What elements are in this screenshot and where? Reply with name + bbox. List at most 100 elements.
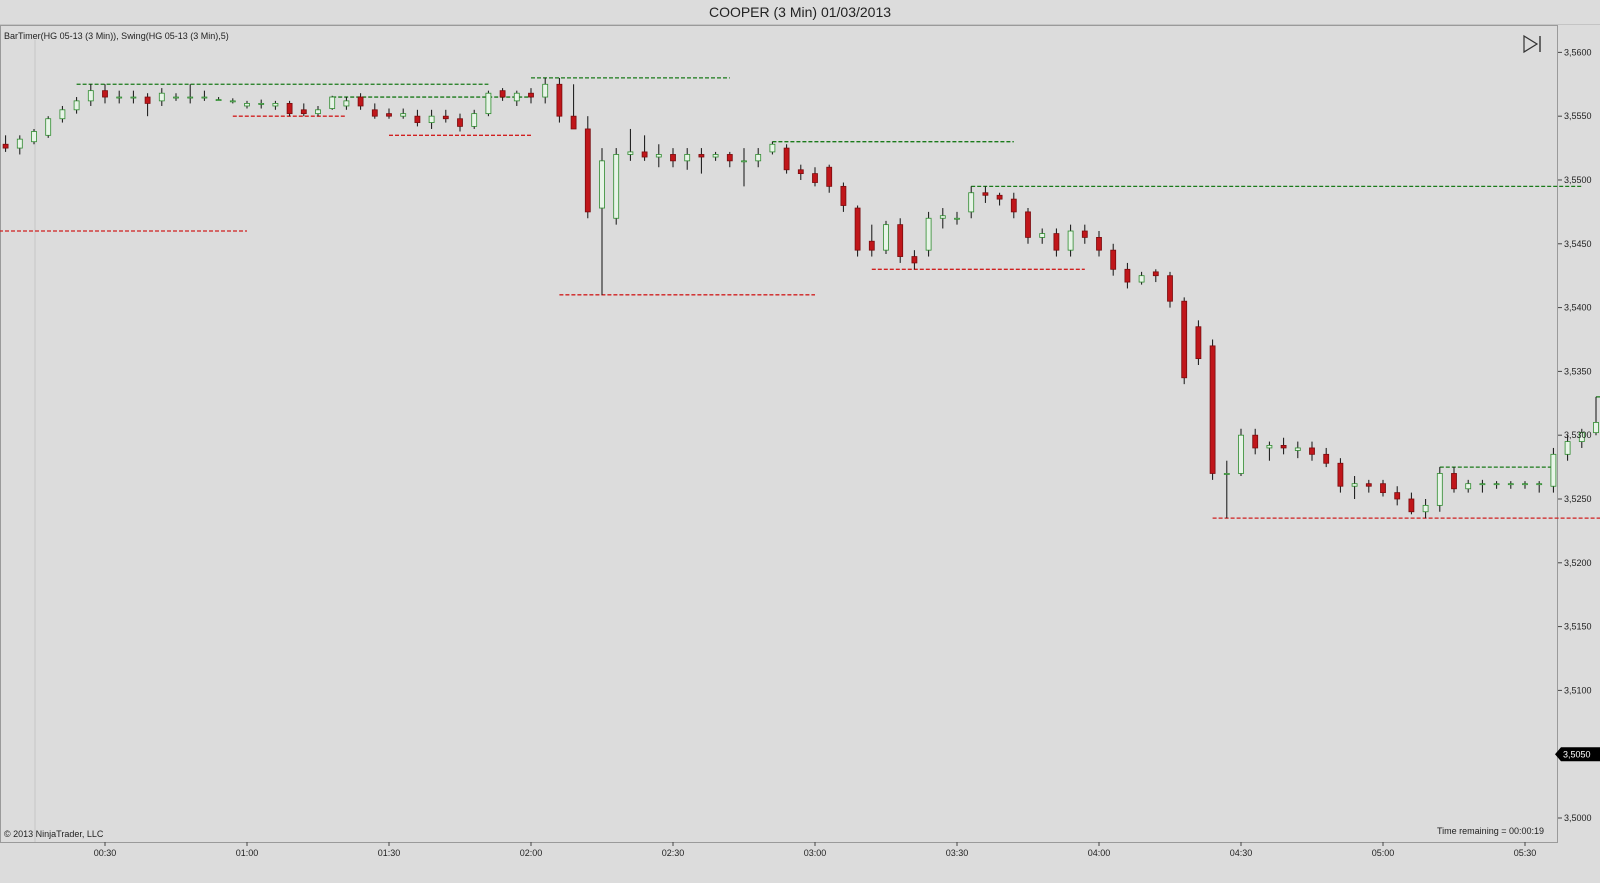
price-tick-label: 3,5300 [1564,430,1592,440]
candle-body [513,92,520,102]
skip-to-end-icon [1523,34,1541,54]
candle-body [670,154,676,162]
candle-body [996,194,1003,200]
candle-body [925,217,932,251]
candle-body [1280,444,1287,449]
candle-body [286,103,293,115]
candle-body [1152,271,1159,277]
time-tick-label: 03:30 [946,848,969,858]
candle-body [655,154,662,158]
candle-body [1067,230,1074,251]
chart-title: COOPER (3 Min) 01/03/2013 [0,0,1600,25]
time-tick-label: 03:00 [804,848,827,858]
candle-body [1181,300,1188,379]
candle-body [1294,447,1301,451]
candle-body [570,115,577,130]
candle-body [1337,462,1344,487]
candle-body [1039,233,1046,238]
candle-body [627,151,634,155]
candle-body [357,96,364,107]
candle-body [954,217,960,220]
candle-body [229,100,236,103]
candle-body [471,113,478,127]
candle-body [1394,492,1401,500]
time-tick-label: 04:00 [1088,848,1111,858]
candle-body [1053,233,1060,251]
time-tick-label: 05:00 [1372,848,1395,858]
candle-body [883,224,889,251]
price-tick-label: 3,5450 [1564,239,1592,249]
candle-body [73,100,80,111]
time-axis[interactable] [0,842,1558,868]
swing-lines [0,77,1600,519]
candle-body [173,96,179,99]
candle-body [1479,483,1486,486]
candle-body [939,215,946,219]
candle-body [386,113,392,117]
candle-body [840,185,847,206]
time-tick-label: 02:00 [520,848,543,858]
candle-body [584,128,591,213]
time-tick-label: 02:30 [662,848,685,858]
candle-body [1451,473,1457,490]
candle-body [868,240,875,251]
candle-body [1365,483,1372,487]
candle-body [31,131,37,143]
candle-body [400,113,407,117]
candle-body [1564,441,1571,455]
price-tick-label: 3,5100 [1564,685,1592,695]
candle-body [1266,444,1273,449]
candle-body [442,115,449,120]
candle-body [201,96,208,99]
candle-body [1380,483,1386,494]
candle-body [485,92,492,115]
candle-body [854,207,861,251]
current-price-marker: 3,5050 [1555,747,1600,762]
candle-body [1351,483,1358,487]
candle-body [102,90,108,98]
scroll-to-end-button[interactable] [1522,34,1544,54]
candle-body [982,192,989,196]
candle-body [726,154,733,162]
candle-body [783,147,790,171]
candle-body [1507,483,1514,486]
candle-body [1025,211,1031,238]
copyright-text: © 2013 NinjaTrader, LLC [4,829,104,839]
candle-body [911,256,918,264]
candle-body [1167,275,1173,302]
candle-body [1223,473,1230,475]
candle-body [1323,453,1330,464]
candle-body [244,103,250,107]
candle-body [414,115,421,123]
candle-body [769,143,776,153]
candle-body [812,173,818,183]
candle-body [1238,434,1244,474]
price-tick-label: 3,5200 [1564,558,1592,568]
candle-body [1309,447,1315,455]
candle-body [187,96,194,99]
current-price-label: 3,5050 [1563,750,1591,760]
candle-body [158,92,165,102]
chart-panel[interactable] [0,25,1558,867]
candle-body [59,109,66,120]
candle-body [741,160,747,163]
candle-body [1408,498,1415,513]
candle-body [897,224,904,257]
candle-body [428,115,435,123]
candle-body [457,118,463,127]
candle-body [1578,432,1585,442]
candle-body [684,154,691,162]
candle-body [755,154,762,162]
candle-body [499,90,506,98]
time-tick-label: 04:30 [1230,848,1253,858]
candle-body [343,100,350,107]
candlestick-series [2,77,1599,519]
candle-body [87,90,94,102]
candle-body [1550,453,1557,487]
price-tick-label: 3,5250 [1564,494,1592,504]
candle-body [272,103,279,107]
time-tick-label: 01:30 [378,848,401,858]
candle-body [1110,249,1117,270]
candle-body [1209,345,1216,474]
